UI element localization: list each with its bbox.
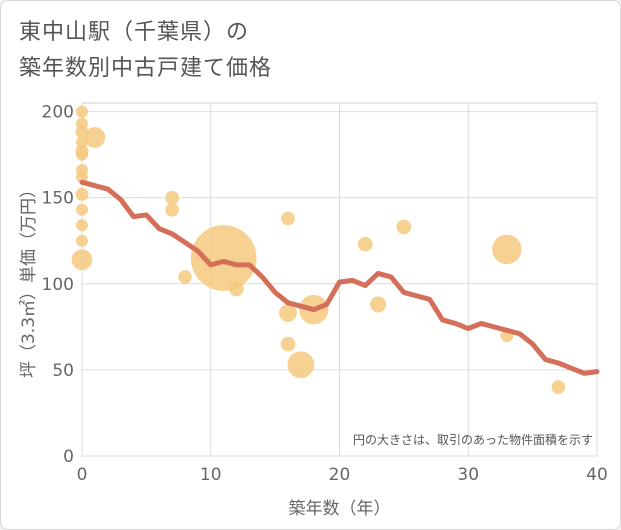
data-bubble [280,336,296,352]
data-bubble [492,234,522,265]
y-tick-label: 150 [42,189,74,209]
data-bubble [190,225,257,291]
data-bubble [287,351,315,379]
data-bubble [281,211,295,226]
x-tick-label: 0 [77,465,88,485]
data-bubble [178,270,192,284]
data-bubble [76,219,88,232]
bubble-size-note: 円の大きさは、取引のあった物件面積を示す [353,432,593,447]
bubble-series [71,105,566,394]
y-axis-label: 坪（3.3㎡）単価（万円） [19,181,39,378]
data-bubble [551,380,566,394]
axis-ticks: 0 10 20 30 40 0 50 100 150 200 [42,103,608,485]
chart-title-line2: 築年数別中古戸建て価格 [19,56,273,81]
x-axis-label: 築年数（年） [289,499,391,519]
data-bubble [165,190,179,205]
x-tick-label: 30 [457,465,479,485]
data-bubble [165,202,179,217]
data-bubble [357,236,373,252]
x-tick-label: 40 [586,465,608,485]
y-tick-label: 200 [42,103,74,123]
y-tick-label: 50 [52,361,74,381]
x-tick-label: 10 [200,465,222,485]
data-bubble [229,281,244,297]
data-bubble [76,148,88,161]
x-tick-label: 20 [329,465,351,485]
chart-title-line1: 東中山駅（千葉県）の [19,20,250,45]
y-tick-label: 0 [63,447,74,467]
data-bubble [279,304,297,322]
data-bubble [71,249,93,271]
data-bubble [76,171,88,184]
data-bubble [76,105,88,118]
data-bubble [396,219,412,235]
data-bubble [75,187,89,201]
y-tick-label: 100 [42,275,74,295]
data-bubble [370,296,387,313]
trend-line [79,179,600,376]
chart-title: 東中山駅（千葉県）の 築年数別中古戸建て価格 [19,15,272,87]
data-bubble [84,127,106,148]
data-bubble [76,234,88,247]
data-bubble [76,203,88,216]
